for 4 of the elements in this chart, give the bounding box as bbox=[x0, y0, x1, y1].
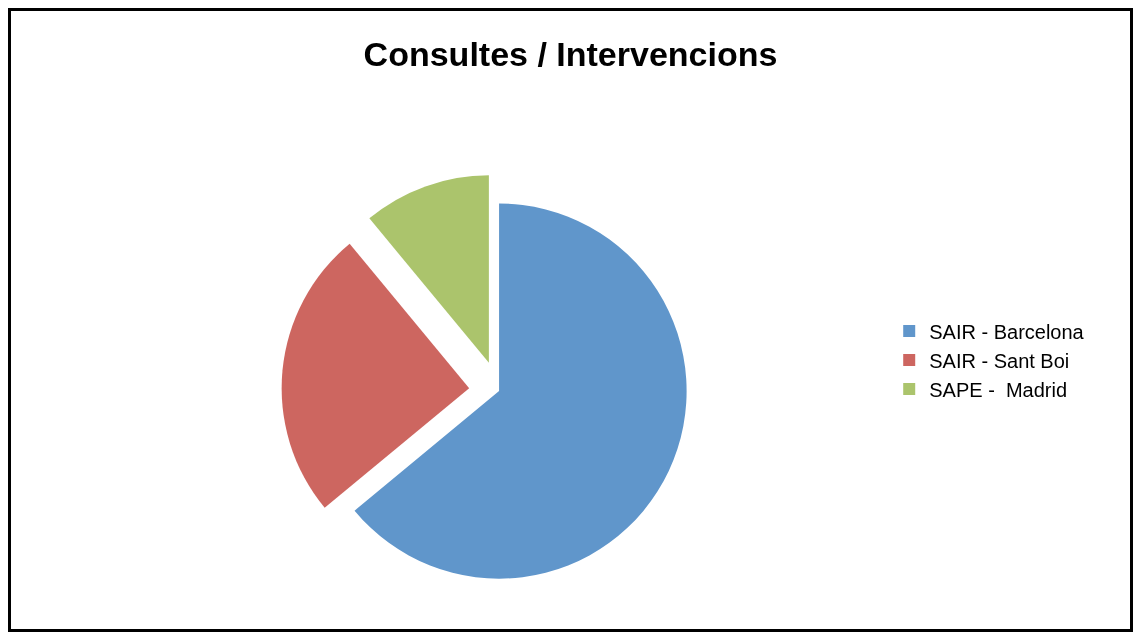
legend-label: SAIR - Barcelona bbox=[929, 320, 1085, 343]
legend-label: SAPE - Madrid bbox=[929, 378, 1068, 401]
chart-title: Consultes / Intervencions bbox=[363, 34, 778, 73]
legend-label: SAIR - Sant Boi bbox=[929, 349, 1070, 372]
